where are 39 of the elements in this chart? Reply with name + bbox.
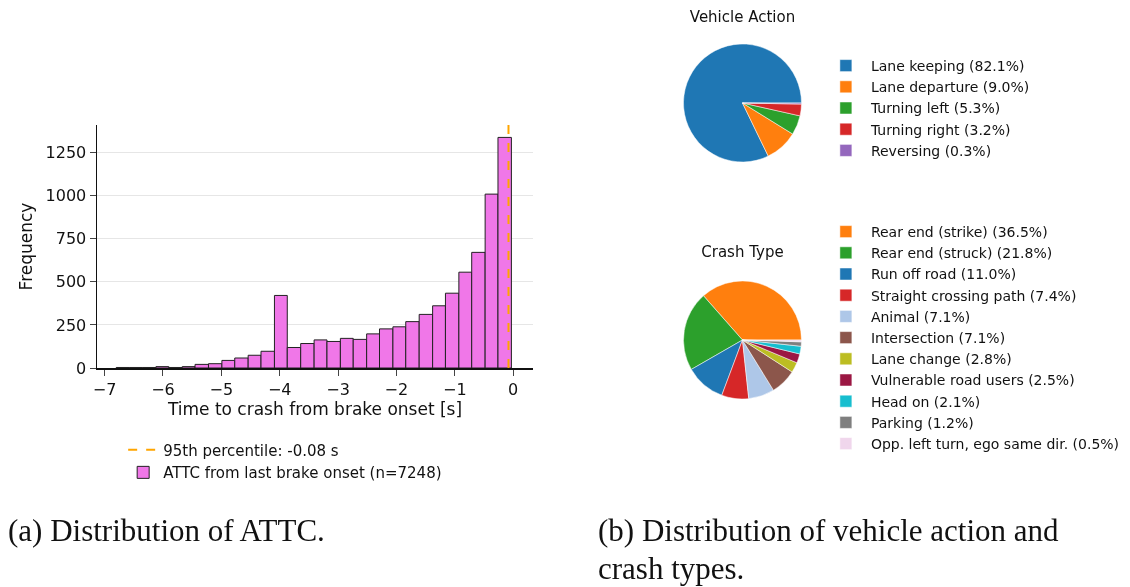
y-tick-label: 0 bbox=[76, 358, 87, 378]
text: Crash Type bbox=[701, 243, 784, 262]
text: (a) Distribution of ATTC. bbox=[8, 512, 326, 550]
legend-label: Animal (7.1%) bbox=[870, 308, 971, 325]
x-tick-label: −7 bbox=[92, 379, 117, 399]
x-tick-label: 0 bbox=[508, 379, 519, 399]
legend-label: Straight crossing path (7.4%) bbox=[870, 287, 1077, 304]
x-axis-title: Time to crash from brake onset [s] bbox=[166, 398, 463, 419]
legend-label: ATTC from last brake onset (n=7248) bbox=[163, 464, 442, 483]
x-tick-label: −2 bbox=[384, 379, 409, 399]
legend-label: Reversing (0.3%) bbox=[870, 142, 992, 159]
x-tick-label: −6 bbox=[151, 379, 175, 399]
legend-label: Head on (2.1%) bbox=[870, 393, 981, 410]
legend-label: Parking (1.2%) bbox=[870, 414, 974, 431]
legend-label: Lane keeping (82.1%) bbox=[870, 58, 1025, 75]
legend-label: Rear end (strike) (36.5%) bbox=[870, 224, 1048, 241]
legend-label: Rear end (struck) (21.8%) bbox=[870, 245, 1053, 262]
legend-label: Vulnerable road users (2.5%) bbox=[870, 372, 1075, 389]
chart-title: Vehicle Action bbox=[689, 8, 796, 27]
legend-label: Turning left (5.3%) bbox=[869, 100, 1001, 117]
x-tick-label: −4 bbox=[267, 379, 292, 399]
text: (b) Distribution of vehicle action and crash types. bbox=[598, 512, 1060, 587]
legend-label: Run off road (11.0%) bbox=[870, 266, 1017, 283]
x-tick-label: −3 bbox=[326, 379, 350, 399]
y-axis-title: Frequency bbox=[16, 202, 37, 291]
legend-label: Opp. left turn, ego same dir. (0.5%) bbox=[870, 436, 1120, 453]
legend-label: Lane change (2.8%) bbox=[870, 351, 1012, 368]
legend-label: Intersection (7.1%) bbox=[870, 330, 1006, 347]
y-tick-label: 500 bbox=[55, 272, 87, 292]
y-tick-label: 1250 bbox=[45, 143, 87, 163]
legend-label: Turning right (3.2%) bbox=[869, 121, 1011, 138]
x-tick-label: −1 bbox=[442, 379, 467, 399]
legend-label: 95th percentile: -0.08 s bbox=[163, 441, 339, 460]
y-tick-label: 750 bbox=[55, 229, 87, 249]
y-tick-label: 1000 bbox=[45, 186, 87, 206]
legend-label: Lane departure (9.0%) bbox=[870, 79, 1030, 96]
pie-slice bbox=[683, 43, 802, 163]
y-tick-label: 250 bbox=[55, 315, 87, 335]
x-tick-label: −5 bbox=[209, 379, 234, 399]
